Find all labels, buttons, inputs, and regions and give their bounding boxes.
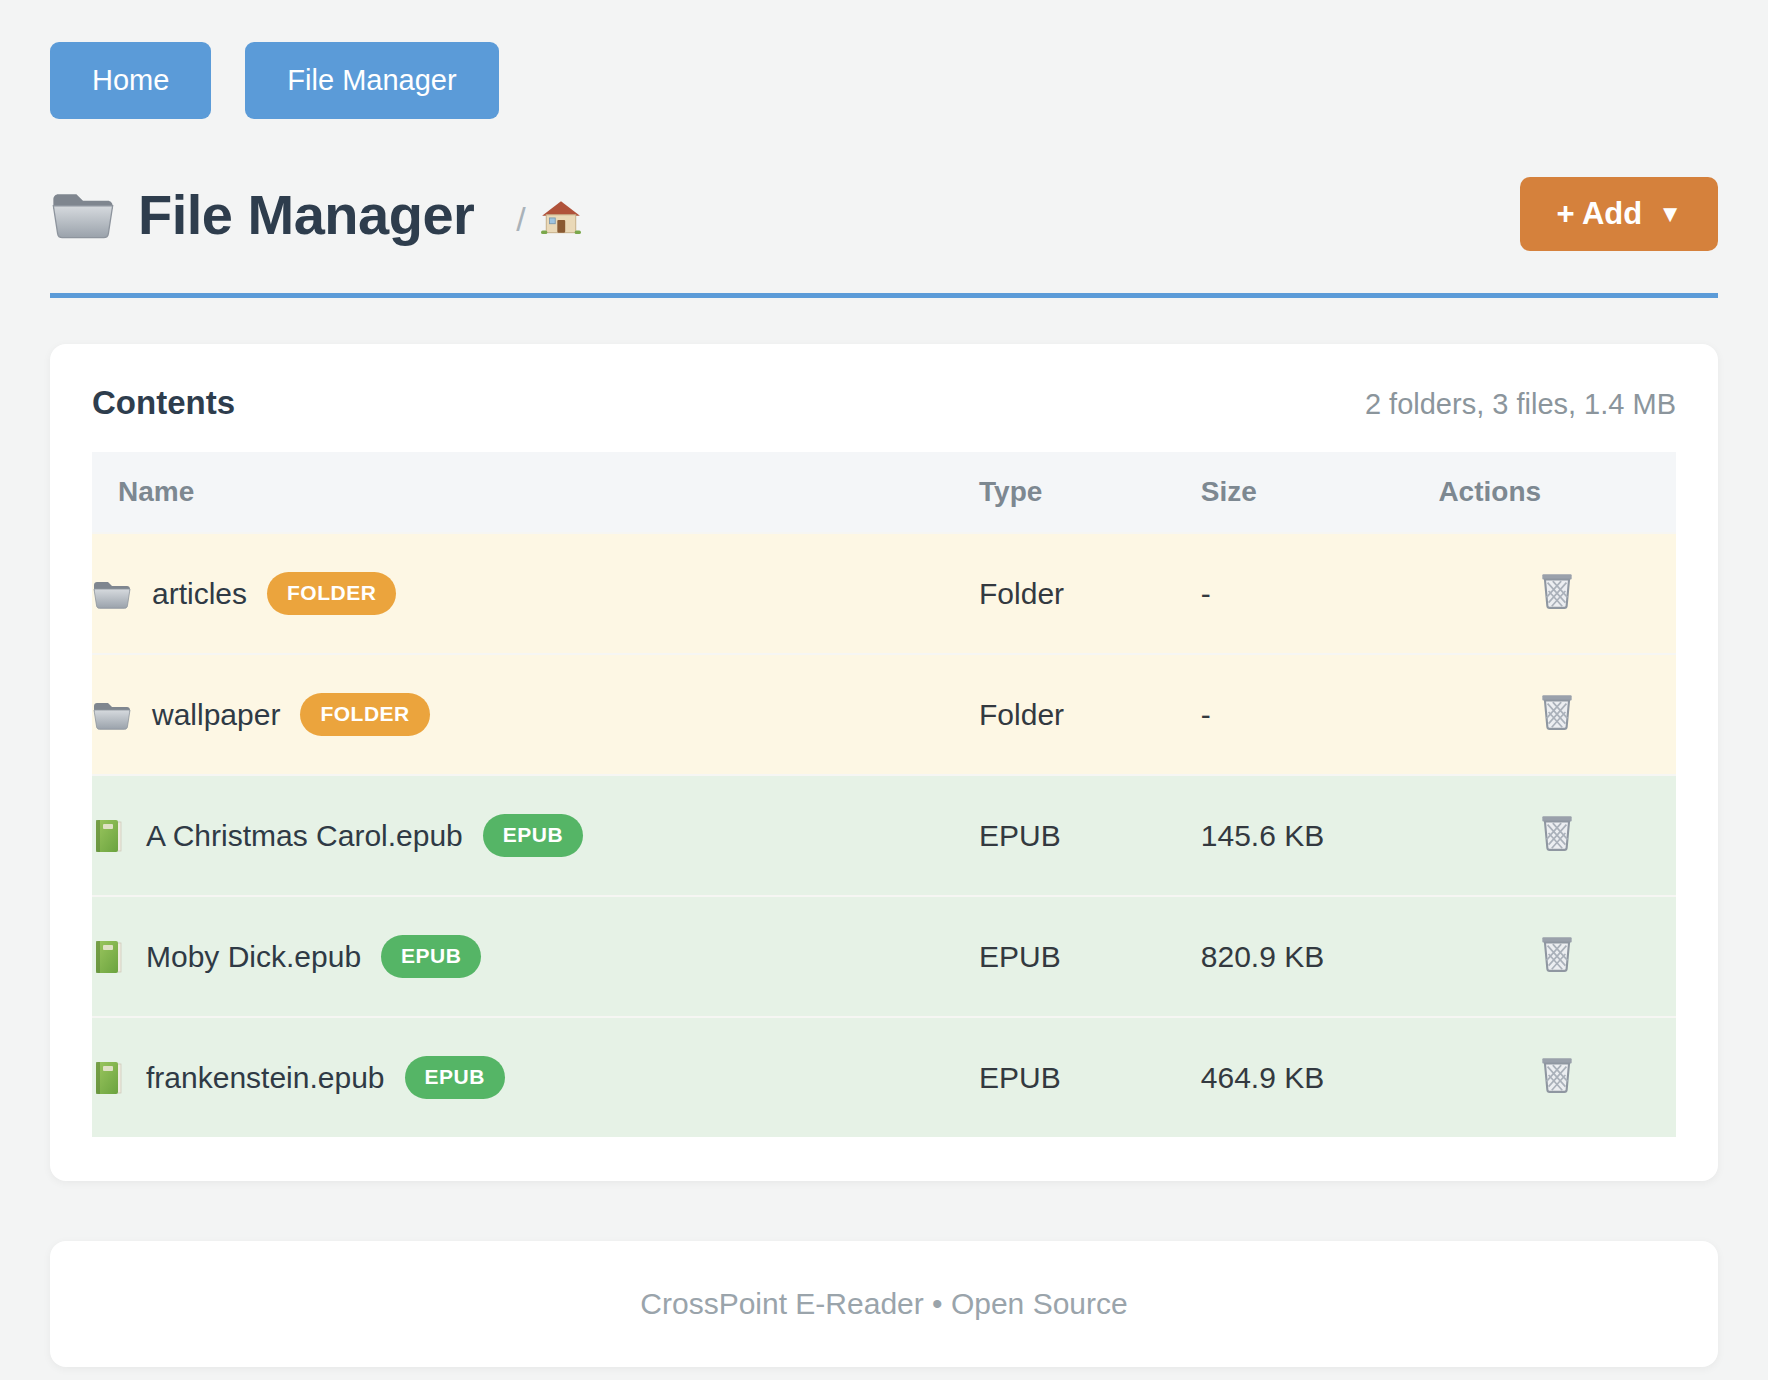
column-header-name: Name bbox=[92, 452, 979, 533]
folder-badge: FOLDER bbox=[300, 693, 429, 736]
green-book-icon bbox=[92, 817, 126, 855]
folder-icon bbox=[92, 577, 132, 611]
page-title: File Manager bbox=[138, 182, 474, 247]
column-header-type: Type bbox=[979, 452, 1201, 533]
breadcrumb: / bbox=[516, 198, 581, 240]
title-divider bbox=[50, 293, 1718, 298]
type-cell: EPUB bbox=[979, 896, 1201, 1017]
trash-icon[interactable] bbox=[1537, 931, 1577, 975]
folder-icon bbox=[50, 186, 116, 242]
table-row-christmas-carol[interactable]: A Christmas Carol.epub EPUB EPUB 145.6 K… bbox=[92, 775, 1676, 896]
nav-home-button[interactable]: Home bbox=[50, 42, 211, 119]
nav-file-manager-button[interactable]: File Manager bbox=[245, 42, 498, 119]
files-table: Name Type Size Actions bbox=[92, 452, 1676, 1137]
contents-card: Contents 2 folders, 3 files, 1.4 MB Name… bbox=[50, 344, 1718, 1181]
page-header: File Manager / + Add ▼ bbox=[50, 177, 1718, 251]
column-header-size: Size bbox=[1201, 452, 1439, 533]
trash-icon[interactable] bbox=[1537, 810, 1577, 854]
footer: CrossPoint E-Reader • Open Source bbox=[50, 1241, 1718, 1367]
type-cell: EPUB bbox=[979, 1017, 1201, 1137]
add-button-label: + Add bbox=[1556, 196, 1642, 232]
trash-icon[interactable] bbox=[1537, 1052, 1577, 1096]
file-name[interactable]: Moby Dick.epub bbox=[146, 940, 361, 974]
type-cell: EPUB bbox=[979, 775, 1201, 896]
green-book-icon bbox=[92, 1059, 126, 1097]
table-header-row: Name Type Size Actions bbox=[92, 452, 1676, 533]
caret-down-icon: ▼ bbox=[1658, 202, 1682, 226]
contents-heading: Contents bbox=[92, 384, 235, 422]
add-button[interactable]: + Add ▼ bbox=[1520, 177, 1718, 251]
contents-card-header: Contents 2 folders, 3 files, 1.4 MB bbox=[92, 384, 1676, 422]
size-cell: - bbox=[1201, 654, 1439, 775]
type-cell: Folder bbox=[979, 654, 1201, 775]
table-row-moby-dick[interactable]: Moby Dick.epub EPUB EPUB 820.9 KB bbox=[92, 896, 1676, 1017]
house-icon[interactable] bbox=[540, 198, 582, 240]
size-cell: 464.9 KB bbox=[1201, 1017, 1439, 1137]
type-cell: Folder bbox=[979, 533, 1201, 654]
file-name[interactable]: frankenstein.epub bbox=[146, 1061, 385, 1095]
folder-icon bbox=[92, 698, 132, 732]
file-name[interactable]: A Christmas Carol.epub bbox=[146, 819, 463, 853]
column-header-actions: Actions bbox=[1438, 452, 1676, 533]
trash-icon[interactable] bbox=[1537, 689, 1577, 733]
contents-summary: 2 folders, 3 files, 1.4 MB bbox=[1365, 388, 1676, 421]
table-row-frankenstein[interactable]: frankenstein.epub EPUB EPUB 464.9 KB bbox=[92, 1017, 1676, 1137]
page: Home File Manager File Manager / bbox=[0, 0, 1768, 1380]
top-nav: Home File Manager bbox=[50, 42, 1718, 119]
size-cell: - bbox=[1201, 533, 1439, 654]
green-book-icon bbox=[92, 938, 126, 976]
epub-badge: EPUB bbox=[405, 1056, 505, 1099]
size-cell: 820.9 KB bbox=[1201, 896, 1439, 1017]
size-cell: 145.6 KB bbox=[1201, 775, 1439, 896]
table-row-articles[interactable]: articles FOLDER Folder - bbox=[92, 533, 1676, 654]
epub-badge: EPUB bbox=[381, 935, 481, 978]
footer-text: CrossPoint E-Reader • Open Source bbox=[640, 1287, 1127, 1320]
table-row-wallpaper[interactable]: wallpaper FOLDER Folder - bbox=[92, 654, 1676, 775]
file-name[interactable]: wallpaper bbox=[152, 698, 280, 732]
breadcrumb-separator: / bbox=[516, 200, 525, 239]
trash-icon[interactable] bbox=[1537, 568, 1577, 612]
file-name[interactable]: articles bbox=[152, 577, 247, 611]
folder-badge: FOLDER bbox=[267, 572, 396, 615]
epub-badge: EPUB bbox=[483, 814, 583, 857]
title-group: File Manager / bbox=[50, 182, 582, 247]
